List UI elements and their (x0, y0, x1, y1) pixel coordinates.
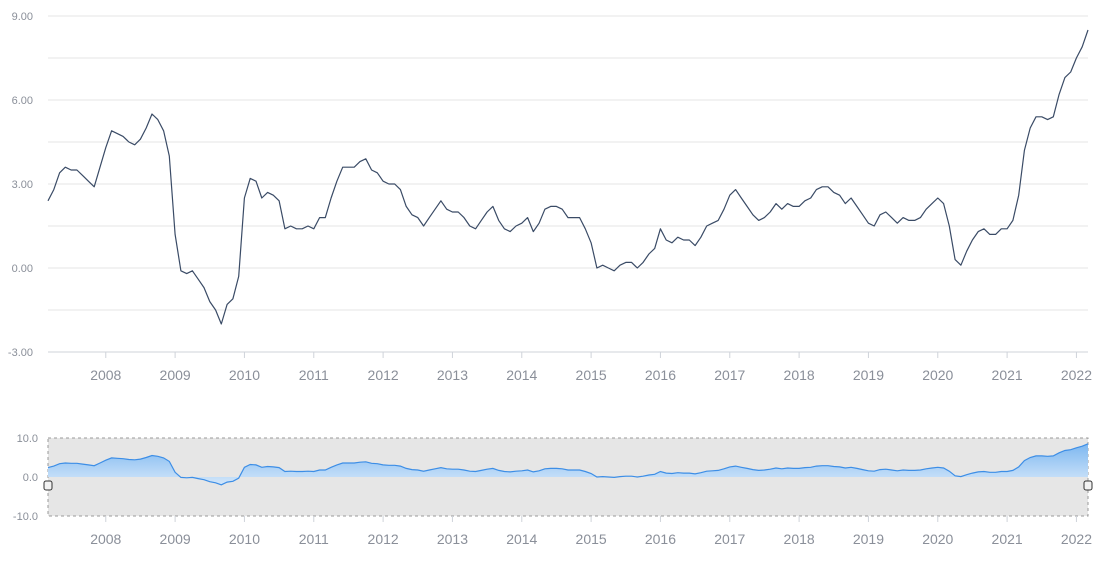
navigator-x-tick-label: 2022 (1061, 531, 1092, 547)
navigator-left-handle[interactable] (43, 480, 53, 491)
navigator-x-tick-label: 2011 (299, 531, 329, 547)
x-tick-label: 2011 (299, 367, 329, 383)
navigator-x-tick-label: 2019 (853, 531, 884, 547)
x-tick-label: 2008 (90, 367, 121, 383)
navigator-x-tick-label: 2015 (576, 531, 607, 547)
main-chart[interactable]: 9.00 6.00 3.00 0.00 -3.00 2008 2009 2010 2011 201… (0, 0, 1107, 390)
y-tick-label: 6.00 (12, 95, 33, 107)
navigator-x-tick-label: 2009 (160, 531, 191, 547)
x-tick-label: 2009 (160, 367, 191, 383)
y-tick-label: 3.00 (12, 179, 33, 191)
navigator-y-tick-label: 0.0 (23, 472, 38, 484)
navigator-x-tick-label: 2010 (229, 531, 260, 547)
x-tick-label: 2019 (853, 367, 884, 383)
x-tick-label: 2022 (1061, 367, 1092, 383)
navigator-chart[interactable]: 10.0 0.0 -10.0 2008 2009 2010 2011 2012 2013 2014… (0, 390, 1107, 567)
y-tick-label: 9.00 (12, 11, 33, 23)
x-tick-label: 2018 (784, 367, 815, 383)
navigator-x-tick-label: 2013 (437, 531, 468, 547)
navigator-right-handle[interactable] (1083, 480, 1093, 491)
navigator-y-tick-label: 10.0 (17, 433, 38, 445)
navigator-x-tick-label: 2016 (645, 531, 676, 547)
navigator-x-tick-label: 2014 (506, 531, 537, 547)
navigator-x-tick-label: 2008 (90, 531, 121, 547)
navigator-series-line (47, 443, 1089, 486)
navigator-x-tick-label: 2017 (714, 531, 745, 547)
navigator-x-tick-label: 2020 (922, 531, 953, 547)
y-tick-label: -3.00 (8, 347, 33, 359)
navigator-y-tick-label: -10.0 (13, 511, 38, 523)
series-line[interactable] (47, 29, 1089, 325)
x-tick-label: 2021 (992, 367, 1023, 383)
x-tick-label: 2012 (368, 367, 399, 383)
x-tick-label: 2017 (714, 367, 745, 383)
y-tick-label: 0.00 (12, 263, 33, 275)
navigator-series-area (48, 443, 1088, 485)
navigator-x-tick-label: 2018 (784, 531, 815, 547)
x-tick-label: 2014 (506, 367, 537, 383)
x-tick-label: 2016 (645, 367, 676, 383)
navigator-x-tick-label: 2012 (368, 531, 399, 547)
x-tick-label: 2010 (229, 367, 260, 383)
x-tick-label: 2015 (576, 367, 607, 383)
x-tick-label: 2020 (922, 367, 953, 383)
x-tick-label: 2013 (437, 367, 468, 383)
navigator-x-tick-label: 2021 (992, 531, 1023, 547)
